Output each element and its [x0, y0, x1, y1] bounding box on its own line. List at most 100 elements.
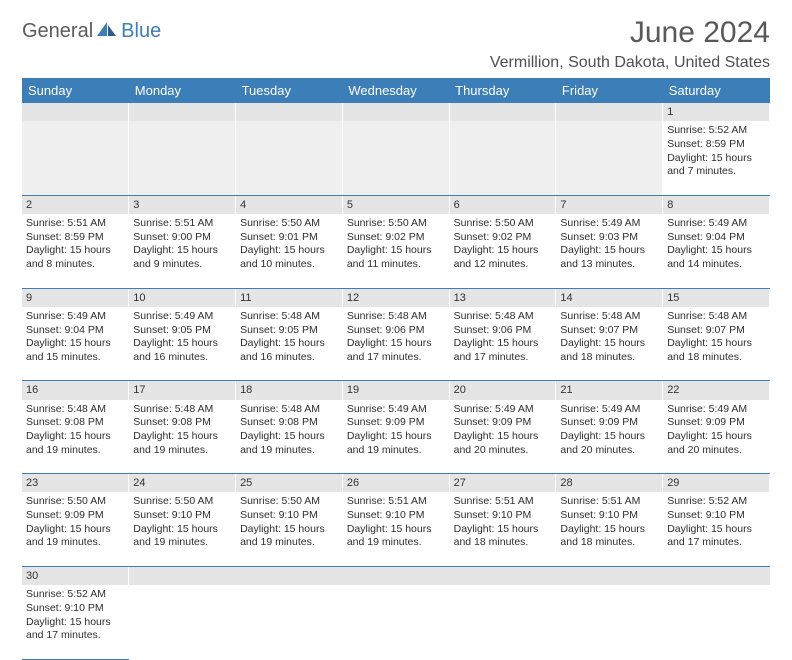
sunrise-text: Sunrise: 5:50 AM — [26, 495, 124, 509]
day-number-cell: 11 — [236, 288, 343, 307]
day-number-cell — [556, 566, 663, 585]
sunset-text: Sunset: 9:05 PM — [133, 324, 231, 338]
sunset-text: Sunset: 9:09 PM — [454, 416, 552, 430]
weekday-header: Friday — [556, 78, 663, 103]
day-number-cell: 2 — [22, 195, 129, 214]
day-cell — [556, 585, 663, 659]
day-number-cell: 17 — [129, 381, 236, 400]
sunrise-text: Sunrise: 5:49 AM — [454, 403, 552, 417]
day-number-cell — [342, 566, 449, 585]
sunset-text: Sunset: 9:10 PM — [133, 509, 231, 523]
daylight-text: Daylight: 15 hours and 19 minutes. — [133, 430, 231, 457]
sunrise-text: Sunrise: 5:50 AM — [454, 217, 552, 231]
logo-text-general: General — [22, 20, 93, 43]
sunset-text: Sunset: 9:08 PM — [133, 416, 231, 430]
daynum-row: 30 — [22, 566, 770, 585]
day-cell: Sunrise: 5:52 AMSunset: 9:10 PMDaylight:… — [663, 492, 770, 566]
daylight-text: Daylight: 15 hours and 12 minutes. — [454, 244, 552, 271]
day-cell: Sunrise: 5:48 AMSunset: 9:08 PMDaylight:… — [22, 400, 129, 474]
daylight-text: Daylight: 15 hours and 15 minutes. — [26, 337, 124, 364]
title-block: June 2024 Vermillion, South Dakota, Unit… — [490, 16, 770, 72]
sunset-text: Sunset: 9:10 PM — [347, 509, 445, 523]
daynum-row: 16171819202122 — [22, 381, 770, 400]
sunset-text: Sunset: 9:09 PM — [347, 416, 445, 430]
day-number-cell: 4 — [236, 195, 343, 214]
sunset-text: Sunset: 9:00 PM — [133, 231, 231, 245]
day-cell: Sunrise: 5:49 AMSunset: 9:09 PMDaylight:… — [663, 400, 770, 474]
daylight-text: Daylight: 15 hours and 19 minutes. — [347, 430, 445, 457]
day-number-cell — [663, 566, 770, 585]
logo-text-blue: Blue — [121, 20, 161, 43]
day-cell — [22, 121, 129, 195]
sunrise-text: Sunrise: 5:48 AM — [667, 310, 765, 324]
day-number-cell: 13 — [449, 288, 556, 307]
day-cell — [556, 121, 663, 195]
day-number-cell: 22 — [663, 381, 770, 400]
day-cell — [236, 121, 343, 195]
sunrise-text: Sunrise: 5:51 AM — [560, 495, 658, 509]
day-number-cell: 24 — [129, 474, 236, 493]
day-cell: Sunrise: 5:48 AMSunset: 9:06 PMDaylight:… — [449, 307, 556, 381]
sunset-text: Sunset: 9:04 PM — [26, 324, 124, 338]
daylight-text: Daylight: 15 hours and 17 minutes. — [667, 523, 765, 550]
day-cell: Sunrise: 5:49 AMSunset: 9:04 PMDaylight:… — [663, 214, 770, 288]
day-cell: Sunrise: 5:52 AMSunset: 9:10 PMDaylight:… — [22, 585, 129, 659]
day-cell — [129, 121, 236, 195]
daylight-text: Daylight: 15 hours and 7 minutes. — [667, 152, 765, 179]
sunset-text: Sunset: 9:09 PM — [560, 416, 658, 430]
sunrise-text: Sunrise: 5:50 AM — [133, 495, 231, 509]
day-cell: Sunrise: 5:50 AMSunset: 9:01 PMDaylight:… — [236, 214, 343, 288]
day-number-cell: 9 — [22, 288, 129, 307]
daylight-text: Daylight: 15 hours and 18 minutes. — [667, 337, 765, 364]
weekday-header-row: Sunday Monday Tuesday Wednesday Thursday… — [22, 78, 770, 103]
day-number-cell: 18 — [236, 381, 343, 400]
day-cell: Sunrise: 5:49 AMSunset: 9:05 PMDaylight:… — [129, 307, 236, 381]
daylight-text: Daylight: 15 hours and 10 minutes. — [240, 244, 338, 271]
sunset-text: Sunset: 9:10 PM — [667, 509, 765, 523]
day-number-cell: 27 — [449, 474, 556, 493]
day-cell: Sunrise: 5:51 AMSunset: 9:10 PMDaylight:… — [556, 492, 663, 566]
sunset-text: Sunset: 8:59 PM — [26, 231, 124, 245]
day-number-cell: 1 — [663, 103, 770, 121]
sunrise-text: Sunrise: 5:48 AM — [454, 310, 552, 324]
sunset-text: Sunset: 9:08 PM — [240, 416, 338, 430]
sunrise-text: Sunrise: 5:48 AM — [240, 403, 338, 417]
day-cell: Sunrise: 5:50 AMSunset: 9:10 PMDaylight:… — [236, 492, 343, 566]
header: General Blue June 2024 Vermillion, South… — [22, 16, 770, 72]
weekday-header: Tuesday — [236, 78, 343, 103]
day-cell: Sunrise: 5:51 AMSunset: 9:10 PMDaylight:… — [449, 492, 556, 566]
day-number-cell — [449, 103, 556, 121]
daylight-text: Daylight: 15 hours and 20 minutes. — [454, 430, 552, 457]
day-cell: Sunrise: 5:49 AMSunset: 9:04 PMDaylight:… — [22, 307, 129, 381]
sunrise-text: Sunrise: 5:48 AM — [133, 403, 231, 417]
day-number-cell: 15 — [663, 288, 770, 307]
day-number-cell: 23 — [22, 474, 129, 493]
day-cell: Sunrise: 5:48 AMSunset: 9:05 PMDaylight:… — [236, 307, 343, 381]
daylight-text: Daylight: 15 hours and 20 minutes. — [560, 430, 658, 457]
logo-sail-icon — [96, 20, 118, 43]
sunrise-text: Sunrise: 5:51 AM — [454, 495, 552, 509]
sunrise-text: Sunrise: 5:52 AM — [667, 495, 765, 509]
day-cell: Sunrise: 5:49 AMSunset: 9:09 PMDaylight:… — [556, 400, 663, 474]
daylight-text: Daylight: 15 hours and 18 minutes. — [560, 523, 658, 550]
day-cell: Sunrise: 5:48 AMSunset: 9:07 PMDaylight:… — [663, 307, 770, 381]
day-number-cell — [236, 566, 343, 585]
daynum-row: 2345678 — [22, 195, 770, 214]
day-number-cell: 8 — [663, 195, 770, 214]
sunrise-text: Sunrise: 5:49 AM — [347, 403, 445, 417]
logo: General Blue — [22, 20, 161, 43]
sunset-text: Sunset: 8:59 PM — [667, 138, 765, 152]
month-title: June 2024 — [490, 16, 770, 50]
weekday-header: Thursday — [449, 78, 556, 103]
sunset-text: Sunset: 9:03 PM — [560, 231, 658, 245]
day-number-cell: 21 — [556, 381, 663, 400]
day-cell — [663, 585, 770, 659]
week-row: Sunrise: 5:48 AMSunset: 9:08 PMDaylight:… — [22, 400, 770, 474]
day-cell: Sunrise: 5:48 AMSunset: 9:08 PMDaylight:… — [236, 400, 343, 474]
day-cell: Sunrise: 5:50 AMSunset: 9:09 PMDaylight:… — [22, 492, 129, 566]
day-cell — [449, 121, 556, 195]
day-cell: Sunrise: 5:49 AMSunset: 9:03 PMDaylight:… — [556, 214, 663, 288]
sunrise-text: Sunrise: 5:50 AM — [240, 495, 338, 509]
daylight-text: Daylight: 15 hours and 17 minutes. — [347, 337, 445, 364]
daylight-text: Daylight: 15 hours and 19 minutes. — [347, 523, 445, 550]
